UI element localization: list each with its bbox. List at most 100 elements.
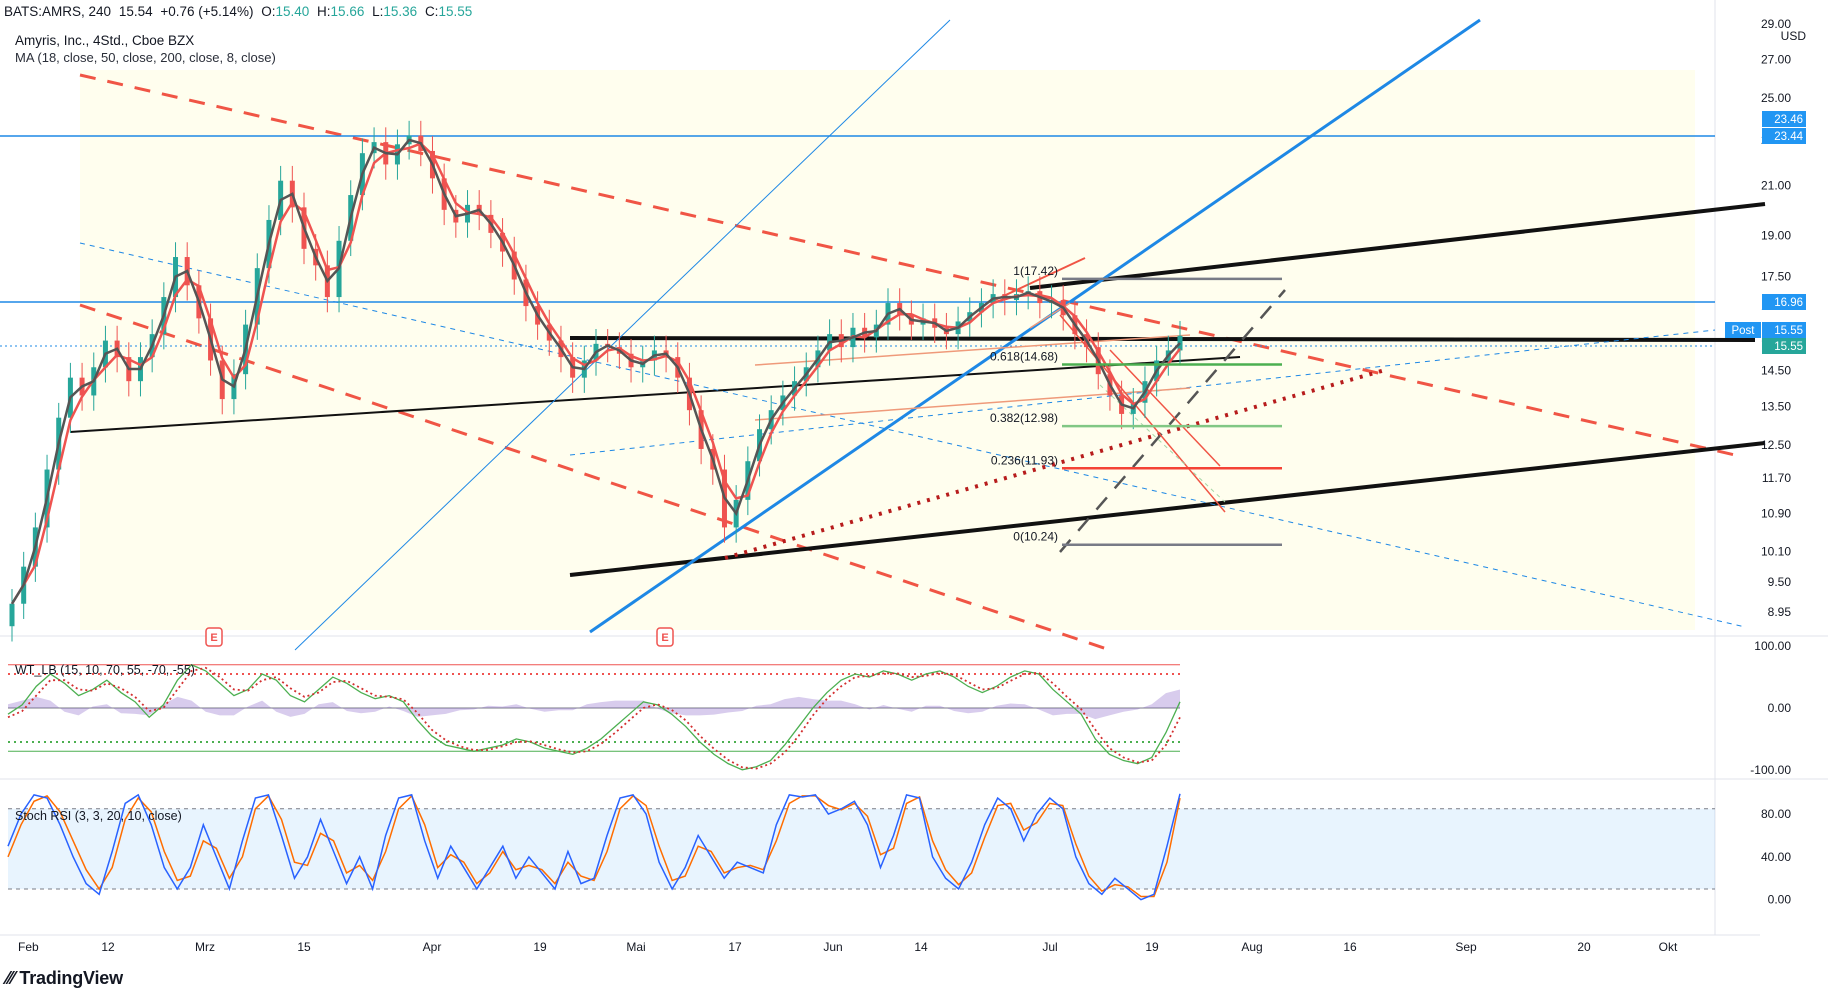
last-price: 15.54 (118, 4, 153, 19)
open-value: 15.40 (275, 4, 310, 19)
earnings-label: E (661, 632, 668, 644)
high-value: 15.66 (330, 4, 365, 19)
orange-line (754, 334, 1191, 366)
post-tag-bg (1725, 322, 1761, 338)
stoch-k-line (7, 793, 1181, 901)
wt-legend[interactable]: WT_LB (15, 10, 70, 55, -70, -55) (15, 663, 195, 677)
candle (9, 603, 15, 627)
close-label: C: (424, 4, 439, 19)
fib-level-label: 0.618(14.68) (990, 350, 1058, 364)
price-badge-label: 16.96 (1774, 297, 1803, 309)
price-tick: 27.00 (1761, 53, 1791, 67)
time-tick: 15 (297, 940, 311, 954)
wt-pane[interactable]: 100.00 0.00 -100.00 (7, 639, 1792, 777)
time-tick: Feb (18, 940, 39, 954)
main-pane[interactable] (0, 0, 1828, 936)
open-label: O: (261, 4, 276, 19)
channel-line (1029, 202, 1766, 290)
price-tick: 10.90 (1761, 506, 1791, 520)
low-label: L: (372, 4, 384, 19)
time-tick: Okt (1659, 940, 1678, 954)
chart-title: Amyris, Inc., 4Std., Cboe BZX (15, 33, 195, 48)
stoch-legend[interactable]: Stoch RSI (3, 3, 20, 10, close) (15, 809, 182, 823)
price-tick: 29.00 (1761, 17, 1791, 31)
price-badge-label: 15.55 (1774, 325, 1803, 337)
shaded-region (80, 70, 1695, 630)
time-tick: Aug (1241, 940, 1262, 954)
price-badge: 15.55 Post (1725, 322, 1806, 338)
price-axis[interactable]: 29.0027.0025.0023.0021.0019.0017.5016.50… (1725, 17, 1806, 619)
stoch-tick: 0.00 (1768, 893, 1792, 907)
time-tick: 20 (1577, 940, 1591, 954)
time-tick: Sep (1455, 940, 1477, 954)
fib-level-label: 1(17.42) (1013, 264, 1058, 278)
orange-line (754, 387, 1191, 421)
price-badge: 15.55 (1762, 338, 1806, 354)
time-tick: Apr (423, 940, 442, 954)
time-tick: 19 (1145, 940, 1159, 954)
time-tick: Mai (626, 940, 645, 954)
time-tick: Mrz (195, 940, 215, 954)
symbol-header: BATS:AMRS, 240 15.54 +0.76 (+5.14%) O:15… (4, 4, 476, 19)
earnings-marker: E (656, 627, 674, 647)
wt2-line (7, 666, 1181, 770)
price-tick: 8.95 (1768, 605, 1792, 619)
price-badge: 16.96 (1762, 294, 1806, 310)
ma-fast-line (10, 142, 1181, 605)
stoch-band (8, 808, 1715, 889)
price-tick: 17.50 (1761, 270, 1791, 284)
channel-line (569, 336, 1756, 342)
drawings (0, 18, 1766, 652)
moving-averages (10, 138, 1181, 605)
price-tick: 9.50 (1768, 575, 1792, 589)
price-tick: 13.50 (1761, 399, 1791, 413)
price-badge-bg (1762, 128, 1806, 144)
red-dotted-line (724, 368, 1386, 560)
earnings-label: E (210, 632, 217, 644)
time-tick: 17 (728, 940, 742, 954)
price-tick: 19.00 (1761, 229, 1791, 243)
stoch-pane[interactable]: 80.00 40.00 0.00 (7, 793, 1792, 907)
fib-level-label: 0.236(11.93) (991, 453, 1058, 467)
price-badge: 23.44 (1762, 128, 1806, 144)
price-badge-label: 23.44 (1774, 131, 1803, 143)
ma-legend[interactable]: MA (18, close, 50, close, 200, close, 8,… (15, 50, 276, 65)
trend-line-dashed (79, 73, 1736, 457)
blue-trend-line (294, 19, 951, 651)
wt-tick: -100.00 (1750, 763, 1791, 777)
stoch-tick: 80.00 (1761, 807, 1791, 821)
price-tick: 10.10 (1761, 545, 1791, 559)
time-tick: Jun (823, 940, 842, 954)
blue-trend-line (589, 18, 1481, 634)
price-tick: 25.00 (1761, 91, 1791, 105)
wt1-line (7, 663, 1181, 771)
price-badge-label: 15.55 (1774, 341, 1803, 353)
tradingview-logo-icon: ⁄⁄⁄ (6, 968, 15, 988)
price-tick: 11.70 (1762, 471, 1791, 485)
price-badge-bg (1762, 338, 1806, 354)
low-value: 15.36 (383, 4, 418, 19)
time-tick: Jul (1042, 940, 1057, 954)
blue-dashed-line (79, 242, 1746, 628)
close-value: 15.55 (438, 4, 473, 19)
price-badge: 23.46 (1762, 111, 1806, 127)
tradingview-brand[interactable]: ⁄⁄⁄ TradingView (6, 968, 123, 989)
trend-line-dashed (79, 303, 1111, 652)
price-change: +0.76 (+5.14%) (160, 4, 254, 19)
currency-label: USD (1781, 29, 1807, 43)
price-badge-bg (1762, 111, 1806, 127)
stoch-d-line (7, 794, 1181, 898)
price-badge-label: 23.46 (1774, 114, 1803, 126)
time-tick: 16 (1343, 940, 1357, 954)
symbol-name[interactable]: BATS:AMRS, 240 (4, 4, 112, 19)
time-tick: 14 (914, 940, 928, 954)
earnings-marker: E (205, 627, 223, 647)
wt-histogram (8, 689, 1180, 720)
post-tag-label: Post (1731, 325, 1755, 337)
time-tick: 19 (533, 940, 547, 954)
time-axis[interactable]: Feb 12 Mrz 15 Apr 19 Mai 17 Jun 14 Jul 19 Aug 16 Sep 20… (18, 940, 1678, 954)
earnings-badge (205, 627, 223, 647)
orange-line (1109, 349, 1221, 467)
wt-tick: 0.00 (1768, 701, 1792, 715)
